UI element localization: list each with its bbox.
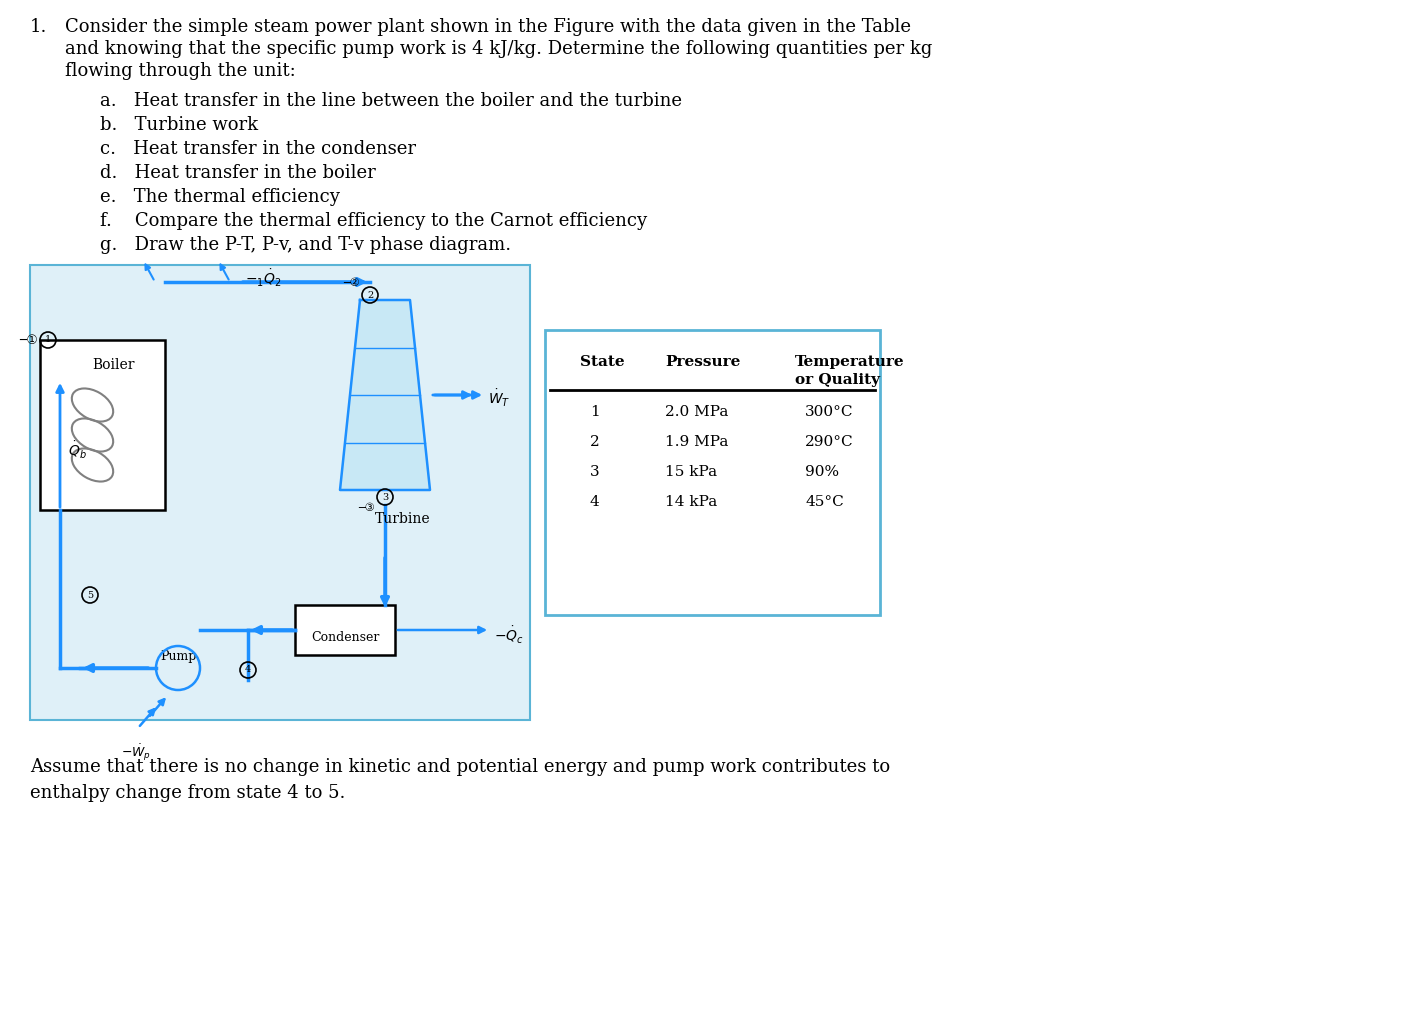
Text: 14 kPa: 14 kPa xyxy=(665,495,717,509)
Text: Condenser: Condenser xyxy=(311,631,380,644)
Text: Boiler: Boiler xyxy=(93,358,136,372)
FancyBboxPatch shape xyxy=(40,340,165,510)
Text: 1.: 1. xyxy=(30,18,48,36)
Text: f.    Compare the thermal efficiency to the Carnot efficiency: f. Compare the thermal efficiency to the… xyxy=(100,212,647,230)
Text: $\dot{Q}_b$: $\dot{Q}_b$ xyxy=(68,440,86,461)
Text: 15 kPa: 15 kPa xyxy=(665,465,717,479)
Text: flowing through the unit:: flowing through the unit: xyxy=(65,62,295,80)
Text: 2: 2 xyxy=(590,435,600,449)
Text: $\dot{W}_T$: $\dot{W}_T$ xyxy=(489,388,511,409)
FancyBboxPatch shape xyxy=(30,265,530,720)
Text: 5: 5 xyxy=(88,590,93,599)
Text: e.   The thermal efficiency: e. The thermal efficiency xyxy=(100,188,340,206)
Text: 2.0 MPa: 2.0 MPa xyxy=(665,405,729,419)
Text: Pressure: Pressure xyxy=(665,355,740,369)
Text: State: State xyxy=(580,355,624,369)
Text: ─①: ─① xyxy=(20,333,38,346)
Text: 1.9 MPa: 1.9 MPa xyxy=(665,435,729,449)
FancyBboxPatch shape xyxy=(545,330,880,615)
FancyBboxPatch shape xyxy=(295,605,395,655)
Text: 4: 4 xyxy=(590,495,600,509)
Text: 1: 1 xyxy=(590,405,600,419)
Text: 2: 2 xyxy=(367,291,373,300)
Text: Consider the simple steam power plant shown in the Figure with the data given in: Consider the simple steam power plant sh… xyxy=(65,18,911,36)
Text: enthalpy change from state 4 to 5.: enthalpy change from state 4 to 5. xyxy=(30,784,346,802)
Text: Pump: Pump xyxy=(160,650,196,663)
Text: Assume that there is no change in kinetic and potential energy and pump work con: Assume that there is no change in kineti… xyxy=(30,758,890,776)
Text: 45°C: 45°C xyxy=(805,495,844,509)
Text: b.   Turbine work: b. Turbine work xyxy=(100,116,258,134)
Text: ─③: ─③ xyxy=(359,503,376,513)
Text: 3: 3 xyxy=(590,465,600,479)
Text: 4: 4 xyxy=(244,665,251,675)
Text: or Quality: or Quality xyxy=(795,373,880,387)
Polygon shape xyxy=(340,300,431,490)
Text: $-\dot{W}_p$: $-\dot{W}_p$ xyxy=(121,742,151,763)
Text: d.   Heat transfer in the boiler: d. Heat transfer in the boiler xyxy=(100,164,376,182)
Text: c.   Heat transfer in the condenser: c. Heat transfer in the condenser xyxy=(100,140,417,158)
Text: 300°C: 300°C xyxy=(805,405,853,419)
Text: 1: 1 xyxy=(45,335,51,344)
Text: 3: 3 xyxy=(381,493,388,502)
Text: and knowing that the specific pump work is 4 kJ/kg. Determine the following quan: and knowing that the specific pump work … xyxy=(65,40,932,58)
Text: a.   Heat transfer in the line between the boiler and the turbine: a. Heat transfer in the line between the… xyxy=(100,92,682,110)
Text: 90%: 90% xyxy=(805,465,839,479)
Text: $-\dot{Q}_c$: $-\dot{Q}_c$ xyxy=(494,625,524,646)
Text: g.   Draw the P-T, P-v, and T-v phase diagram.: g. Draw the P-T, P-v, and T-v phase diag… xyxy=(100,236,511,254)
Text: $-_1\dot{Q}_2$: $-_1\dot{Q}_2$ xyxy=(246,268,281,290)
Text: ─②: ─② xyxy=(343,278,360,288)
Text: Temperature: Temperature xyxy=(795,355,905,369)
Text: Turbine: Turbine xyxy=(376,512,431,526)
Text: 290°C: 290°C xyxy=(805,435,854,449)
